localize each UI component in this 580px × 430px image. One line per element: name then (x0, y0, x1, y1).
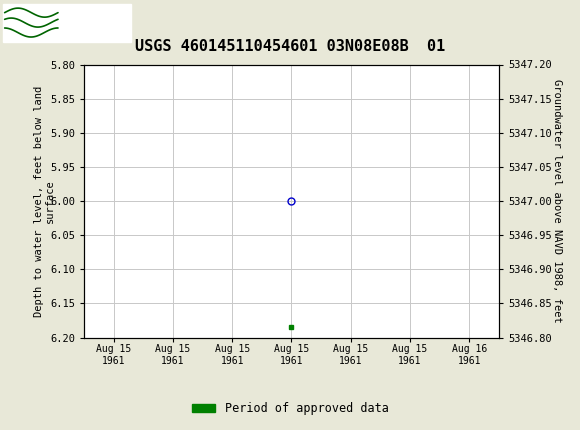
Text: USGS: USGS (67, 12, 130, 33)
Legend: Period of approved data: Period of approved data (187, 397, 393, 420)
Y-axis label: Depth to water level, feet below land
surface: Depth to water level, feet below land su… (34, 86, 55, 316)
Text: USGS 460145110454601 03N08E08B  01: USGS 460145110454601 03N08E08B 01 (135, 39, 445, 54)
Bar (3, 3, 130, 42)
Y-axis label: Groundwater level above NAVD 1988, feet: Groundwater level above NAVD 1988, feet (552, 79, 562, 323)
